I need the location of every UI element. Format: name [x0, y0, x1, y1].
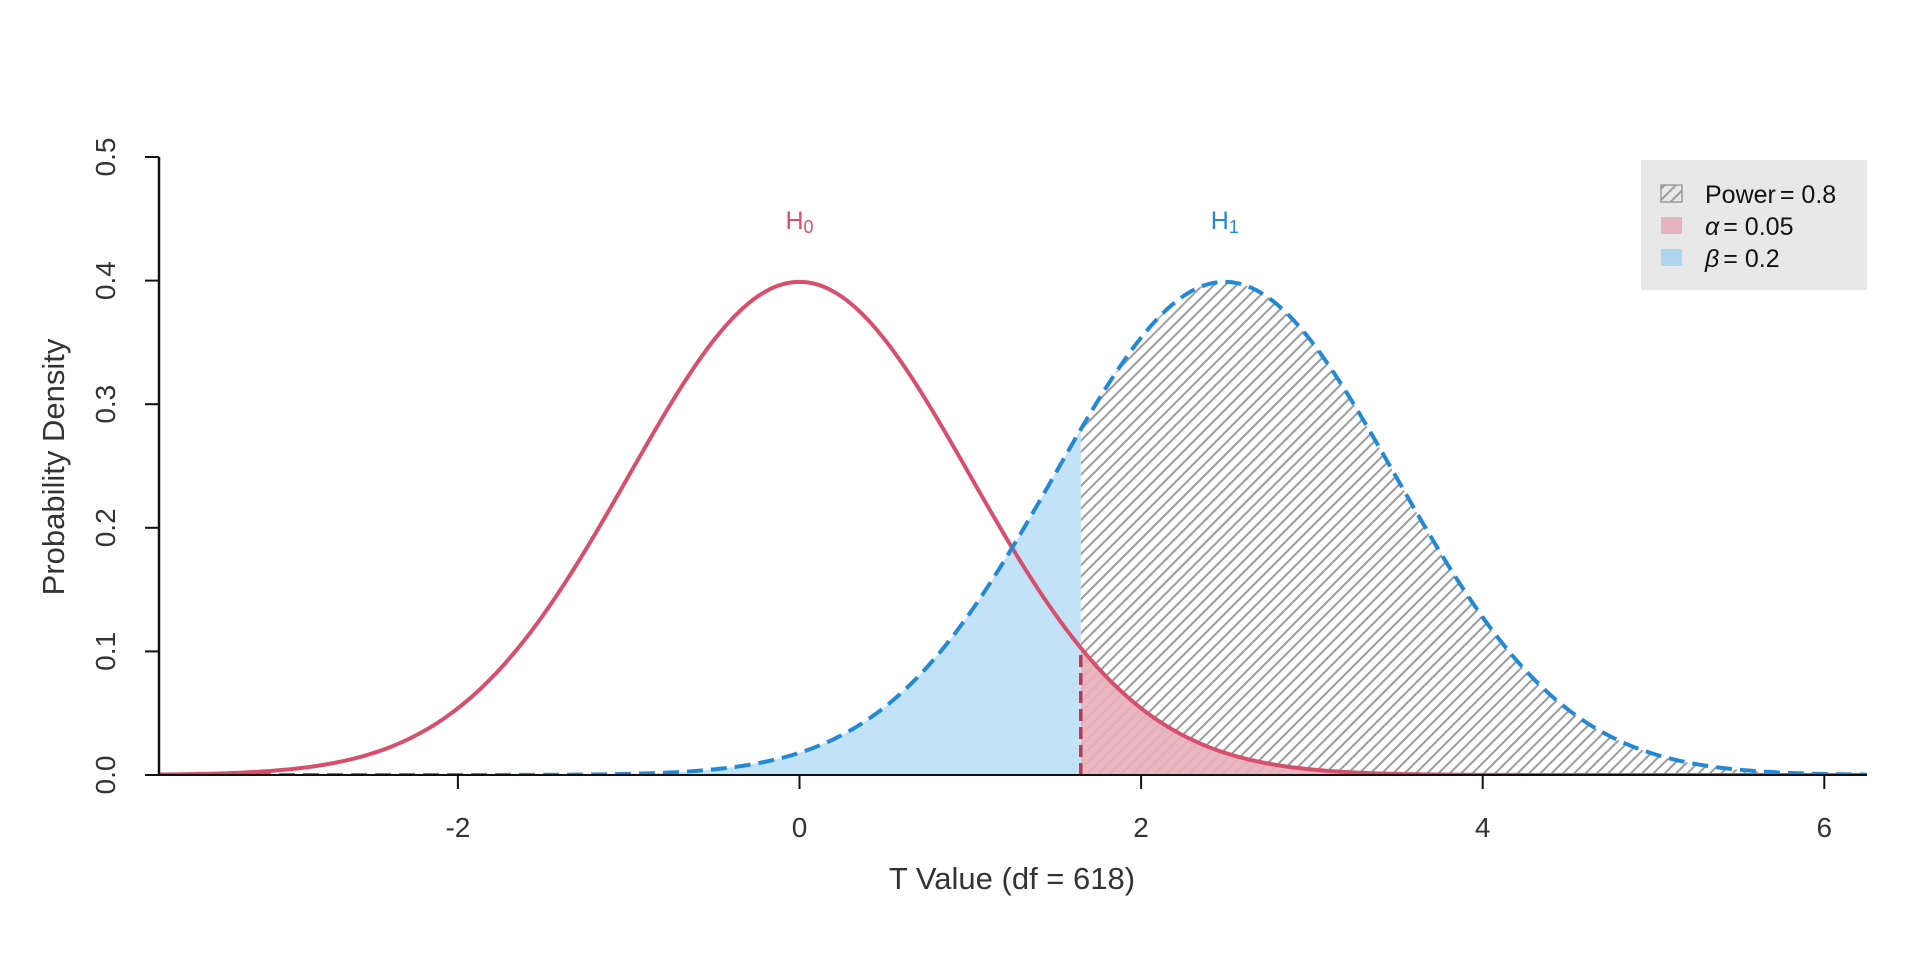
- x-tick-label: 0: [792, 812, 808, 843]
- shaded-region-alpha: [1080, 647, 1867, 775]
- y-tick-label: 0.2: [90, 508, 121, 547]
- legend-label: α = 0.05: [1705, 213, 1793, 241]
- shaded-region-beta: [159, 429, 1081, 775]
- legend-swatch: [1660, 184, 1683, 203]
- legend-swatch: [1661, 249, 1682, 266]
- legend-label: β = 0.2: [1704, 245, 1780, 273]
- x-tick-label: 6: [1817, 812, 1833, 843]
- y-tick-label: 0.5: [90, 138, 121, 177]
- plot-area: [159, 279, 1867, 775]
- legend-swatch: [1661, 217, 1682, 234]
- x-tick-label: -2: [445, 812, 470, 843]
- x-axis-title: T Value (df = 618): [889, 861, 1135, 896]
- legend: Power = 0.8 α = 0.05 β = 0.2: [1641, 160, 1867, 290]
- shaded-region-power: [1080, 281, 1867, 775]
- legend-label: Power = 0.8: [1705, 181, 1836, 209]
- y-tick-label: 0.0: [90, 756, 121, 795]
- y-tick-label: 0.1: [90, 632, 121, 671]
- y-tick-label: 0.3: [90, 385, 121, 424]
- x-axis: -2 0 2 4 6: [159, 774, 1867, 843]
- curve-label-h1: H1: [1211, 207, 1239, 237]
- curve-label-h0: H0: [785, 207, 813, 237]
- x-tick-label: 2: [1133, 812, 1149, 843]
- series-line-h1: [159, 279, 1867, 775]
- y-axis: 0.0 0.1 0.2 0.3 0.4 0.5: [90, 138, 161, 795]
- curve-labels: H0 H1: [785, 207, 1238, 237]
- y-axis-title: Probability Density: [36, 338, 71, 595]
- y-tick-label: 0.4: [90, 261, 121, 300]
- x-tick-label: 4: [1475, 812, 1491, 843]
